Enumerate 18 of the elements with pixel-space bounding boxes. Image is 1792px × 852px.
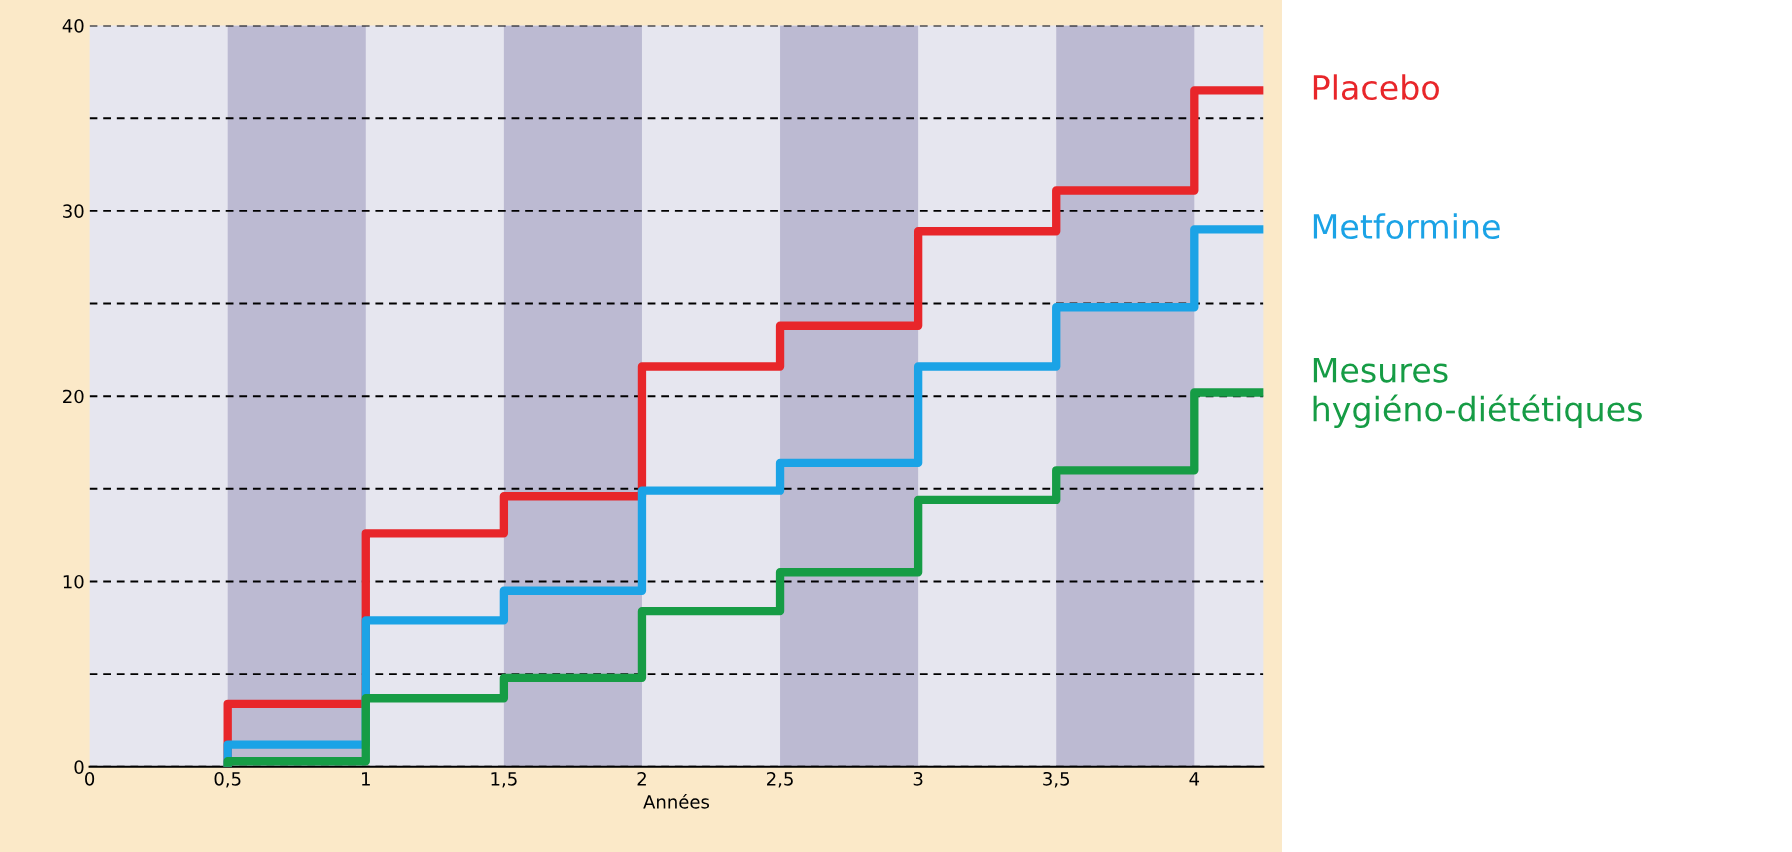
series-label: Metformine (1313, 213, 1500, 240)
x-tick-label: 3,5 (1043, 771, 1070, 788)
y-tick-label: 40 (62, 19, 84, 33)
x-tick-label: 1 (362, 772, 370, 786)
x-axis-title: Années (643, 793, 710, 809)
x-tick-label: 4 (1189, 772, 1200, 786)
y-tick-label: 20 (63, 389, 84, 404)
series-label: Placebo (1313, 74, 1439, 101)
y-tick-label: 30 (63, 204, 84, 218)
x-tick-label: 1,5 (491, 772, 517, 788)
y-tick-label: 0 (74, 760, 84, 774)
series-label: Mesures hygiéno-diététiques (1313, 357, 1642, 429)
x-tick-label: 2,5 (767, 771, 793, 788)
x-tick-label: 3 (913, 771, 923, 786)
x-tick-label: 0,5 (214, 771, 241, 788)
x-tick-label: 0 (85, 771, 95, 786)
x-tick-label: 2 (637, 771, 646, 786)
y-tick-label: 10 (63, 574, 84, 589)
